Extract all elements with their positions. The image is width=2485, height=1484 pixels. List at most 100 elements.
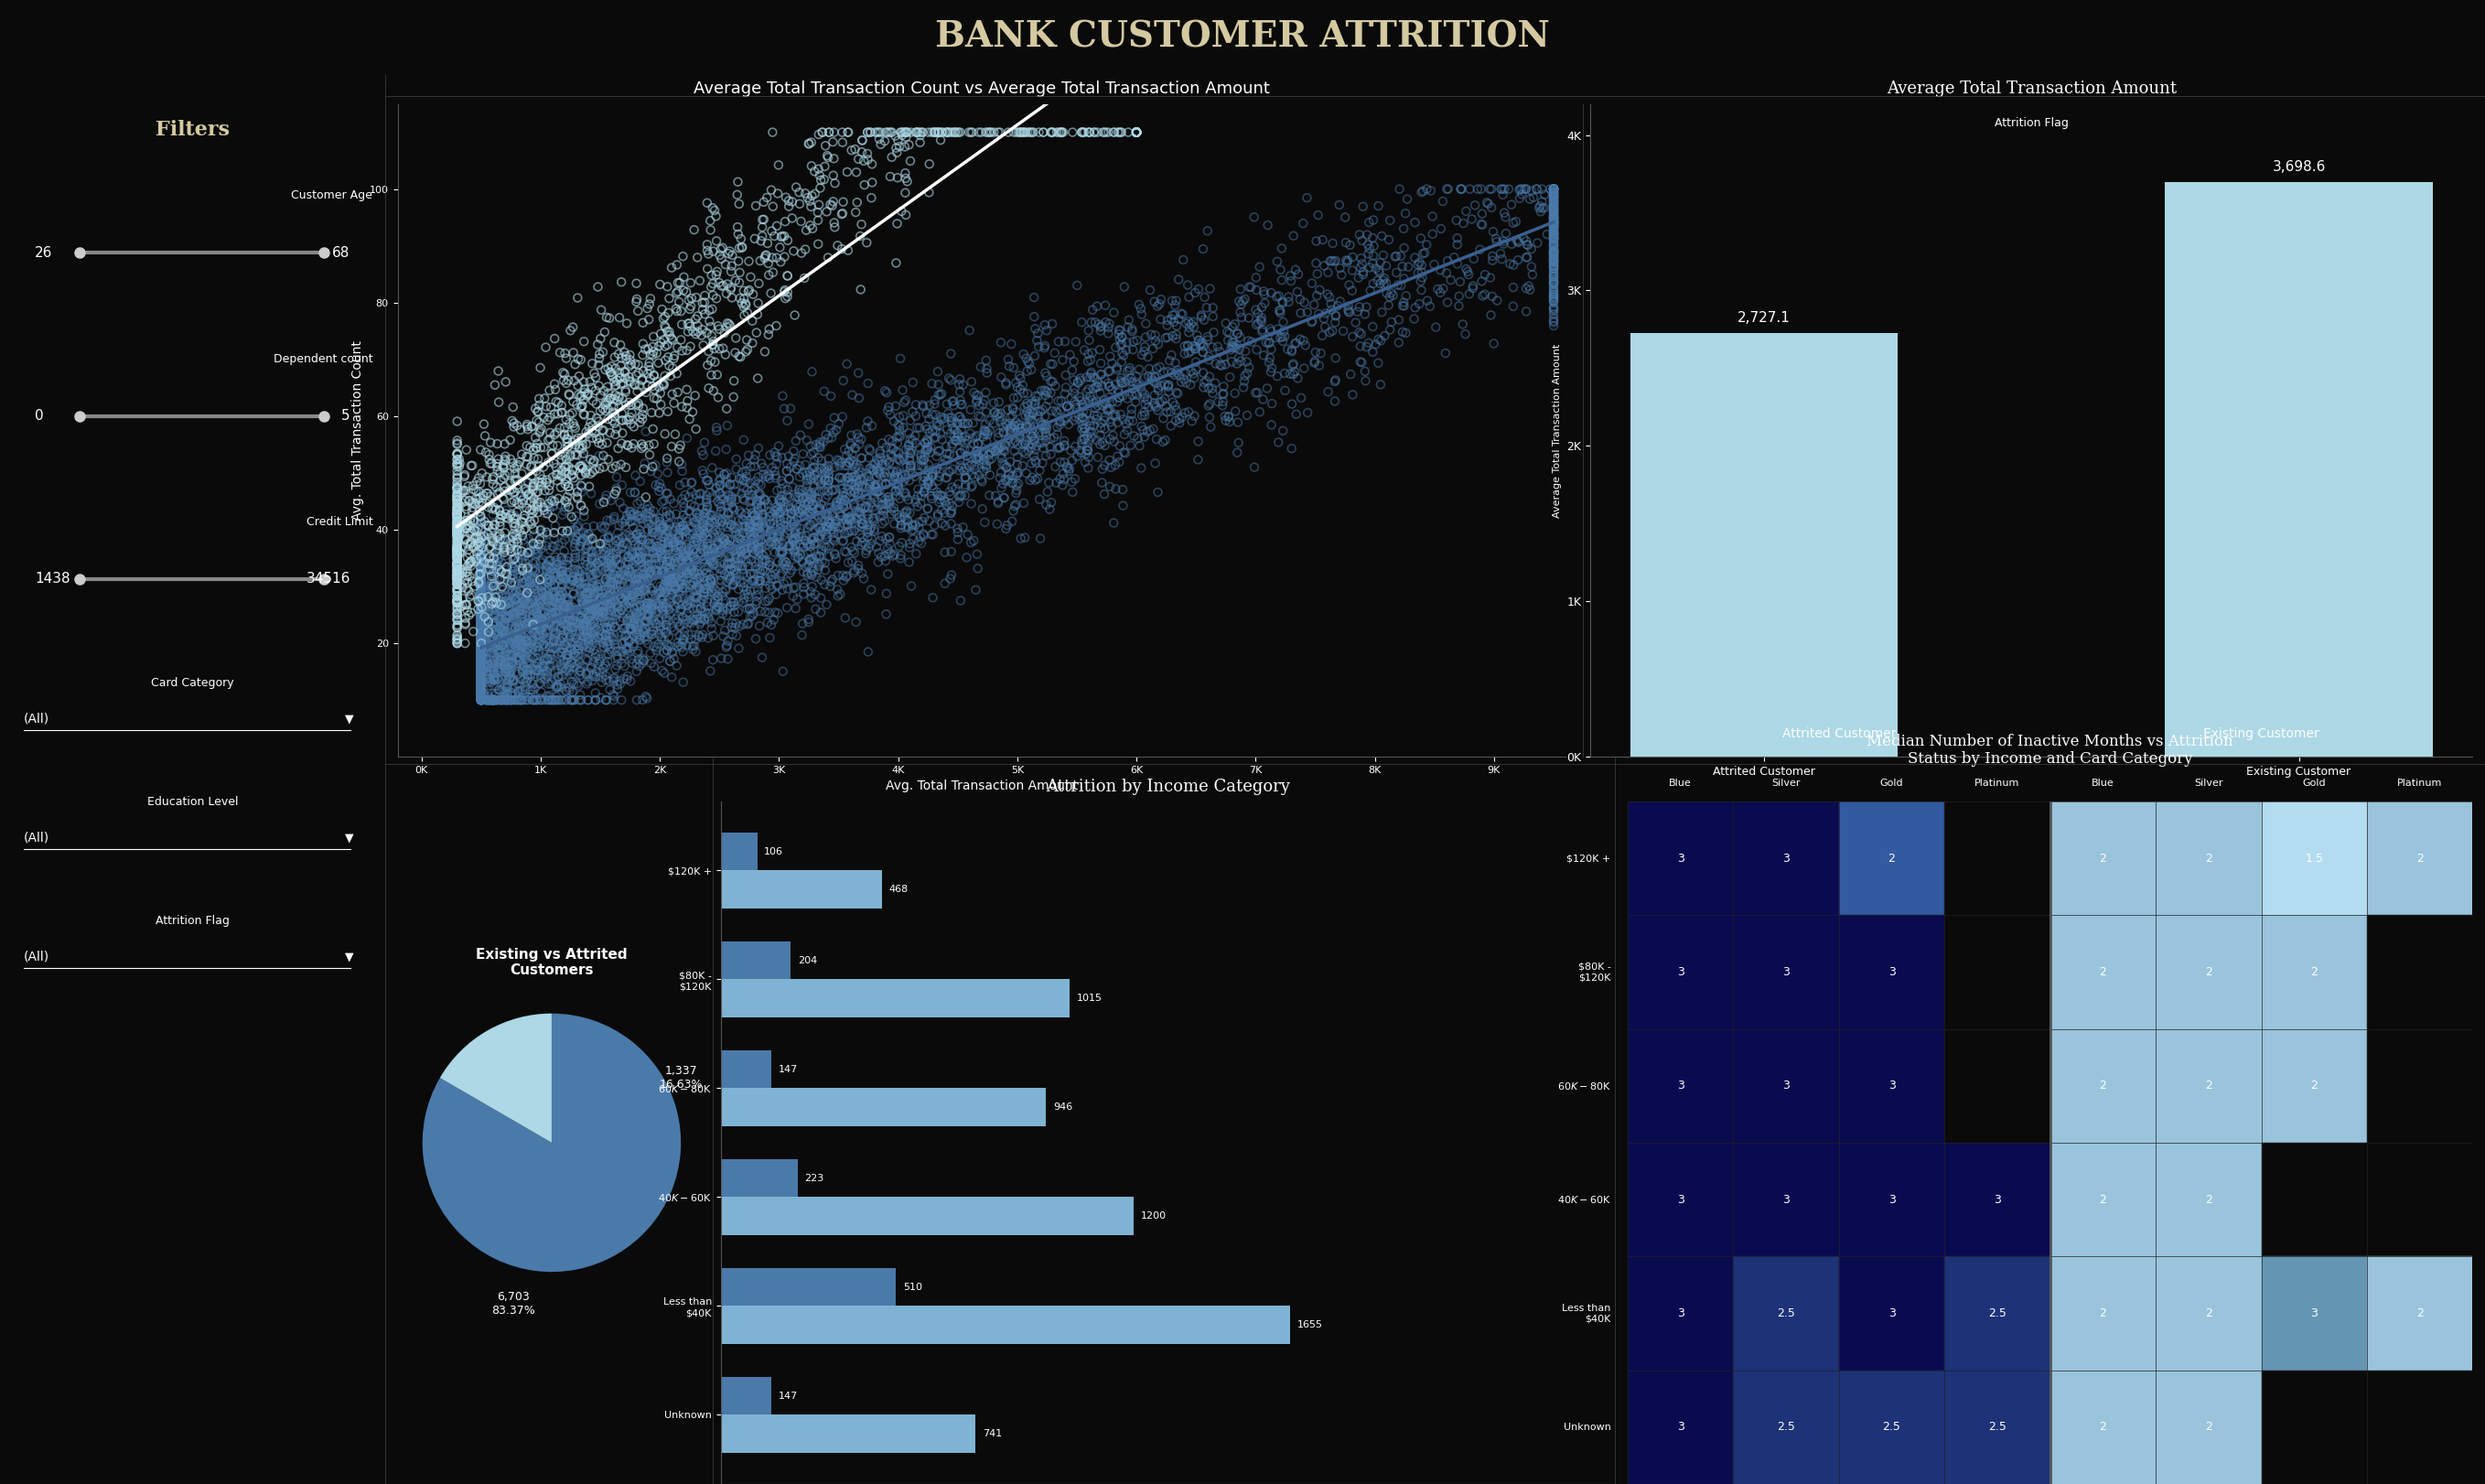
Point [661, 545, 701, 568]
Point [649, 603, 688, 626]
Point [462, 651, 502, 675]
Point [490, 689, 529, 712]
Point [517, 635, 557, 659]
Point [629, 594, 668, 617]
Point [497, 453, 537, 476]
Point [795, 525, 835, 549]
Point [624, 528, 663, 552]
Point [654, 383, 693, 407]
Point [492, 681, 532, 705]
Point [668, 312, 708, 335]
Point [485, 444, 524, 467]
Point [1389, 255, 1429, 279]
Point [659, 450, 698, 473]
Point [462, 591, 502, 614]
Point [1071, 310, 1111, 334]
Point [495, 416, 534, 439]
Point [994, 120, 1034, 144]
Point [952, 491, 992, 515]
Point [644, 617, 683, 641]
Point [462, 635, 502, 659]
Point [887, 456, 927, 479]
Point [1404, 240, 1444, 264]
Point [1496, 229, 1536, 252]
Point [594, 588, 634, 611]
Point [1233, 329, 1272, 353]
Point [939, 459, 979, 482]
Point [813, 131, 852, 154]
Point [537, 675, 577, 699]
Point [967, 421, 1006, 445]
Point [467, 653, 507, 677]
Point [1006, 381, 1046, 405]
Point [828, 540, 867, 564]
Point [1001, 527, 1041, 551]
Point [462, 617, 502, 641]
Point [470, 659, 509, 683]
Point [497, 580, 537, 604]
Point [601, 586, 641, 610]
Point [480, 632, 519, 656]
Point [437, 506, 477, 530]
Point [450, 542, 490, 565]
Point [616, 463, 656, 487]
Point [572, 634, 611, 657]
Point [808, 454, 847, 478]
Point [768, 408, 808, 432]
Point [1103, 408, 1143, 432]
Point [1041, 120, 1081, 144]
Point [1136, 383, 1175, 407]
Point [472, 689, 512, 712]
Point [552, 595, 591, 619]
Point [472, 573, 512, 597]
Point [634, 417, 673, 441]
Point [544, 567, 584, 591]
Point [512, 484, 552, 508]
Point [462, 689, 502, 712]
Point [497, 588, 537, 611]
Point [462, 562, 502, 586]
Point [663, 496, 703, 519]
Point [875, 395, 914, 418]
Point [1051, 358, 1091, 381]
Point [462, 582, 502, 605]
Point [462, 625, 502, 649]
Point [517, 659, 557, 683]
Point [462, 689, 502, 712]
Point [1533, 194, 1573, 218]
Point [922, 499, 962, 522]
Point [534, 651, 574, 675]
Point [462, 623, 502, 647]
Point [649, 324, 688, 347]
Point [1407, 289, 1446, 313]
Point [646, 549, 686, 573]
Point [1193, 377, 1233, 401]
Point [462, 668, 502, 692]
Point [574, 601, 614, 625]
Point [1059, 370, 1098, 393]
Point [547, 552, 586, 576]
Point [688, 191, 728, 215]
Point [646, 595, 686, 619]
Point [832, 138, 872, 162]
Point [790, 490, 830, 513]
Point [457, 487, 497, 510]
Point [661, 515, 701, 539]
Point [1071, 365, 1111, 389]
Point [534, 561, 574, 585]
Point [626, 594, 666, 617]
Point [1436, 252, 1476, 276]
Point [1056, 467, 1096, 491]
Point [1533, 242, 1573, 266]
Point [1165, 334, 1205, 358]
Point [671, 592, 711, 616]
Point [947, 429, 987, 453]
Point [775, 597, 815, 620]
Point [462, 643, 502, 666]
Point [1064, 338, 1103, 362]
Point [703, 552, 743, 576]
Point [842, 128, 882, 151]
Point [524, 654, 564, 678]
Point [614, 416, 654, 439]
Point [462, 659, 502, 683]
